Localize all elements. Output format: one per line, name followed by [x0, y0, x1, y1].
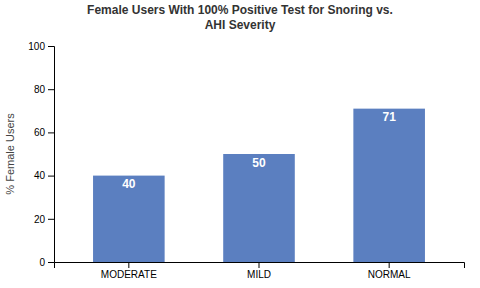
x-tick-label: NORMAL: [368, 269, 411, 280]
y-tick-mark: [48, 132, 54, 133]
x-tick-mark: [259, 262, 260, 268]
x-tick: MODERATE: [101, 262, 157, 280]
y-tick-label: 80: [34, 84, 46, 95]
x-tick-mark: [389, 262, 390, 268]
chart-svg: Female Users With 100% Positive Test for…: [0, 0, 480, 288]
title-line: Female Users With 100% Positive Test for…: [87, 3, 393, 17]
y-tick-label: 40: [34, 170, 46, 181]
y-tick: 100: [28, 41, 54, 52]
x-axis-line: [55, 263, 465, 269]
data-labels: 40 50 71: [122, 110, 396, 191]
data-label: 40: [122, 177, 136, 191]
y-tick: 60: [34, 127, 54, 138]
title-line: AHI Severity: [205, 18, 276, 32]
x-tick-label: MILD: [247, 269, 271, 280]
bar: [223, 154, 295, 262]
bar: [353, 109, 425, 262]
y-tick-label: 0: [39, 257, 45, 268]
y-tick: 80: [34, 84, 54, 95]
x-axis: MODERATE MILD NORMAL: [55, 262, 465, 280]
x-tick: MILD: [247, 262, 271, 280]
y-tick-label: 100: [28, 41, 45, 52]
y-tick-mark: [48, 219, 54, 220]
y-axis-line: [48, 47, 55, 263]
y-tick-label: 20: [34, 214, 46, 225]
y-tick-mark: [48, 46, 54, 47]
data-label: 71: [382, 110, 396, 124]
y-tick-mark: [48, 262, 54, 263]
data-label: 50: [252, 156, 266, 170]
x-tick-mark: [128, 262, 129, 268]
y-axis: 0 20 40 60 80 100: [28, 41, 54, 268]
plot-area: 0 20 40 60 80 100 MODERATE MILD NORMAL % Female U…: [4, 41, 465, 280]
y-tick-mark: [48, 89, 54, 90]
y-tick: 20: [34, 214, 54, 225]
bars: [93, 109, 425, 262]
x-tick-label: MODERATE: [101, 269, 157, 280]
x-tick: NORMAL: [368, 262, 411, 280]
chart-container: Female Users With 100% Positive Test for…: [0, 0, 480, 288]
chart-title: Female Users With 100% Positive Test for…: [87, 3, 393, 32]
bar: [93, 176, 165, 262]
y-axis-title: % Female Users: [4, 113, 16, 195]
y-tick-mark: [48, 176, 54, 177]
y-tick-label: 60: [34, 127, 46, 138]
y-tick: 40: [34, 170, 54, 181]
y-tick: 0: [39, 257, 54, 268]
